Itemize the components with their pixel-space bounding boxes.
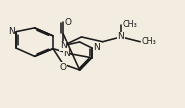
Text: N: N <box>93 43 100 52</box>
Text: N: N <box>8 27 15 36</box>
Text: O: O <box>60 63 67 72</box>
Text: N: N <box>60 41 66 50</box>
Text: O: O <box>64 17 71 27</box>
Text: CH₃: CH₃ <box>122 20 137 29</box>
Text: CH₃: CH₃ <box>142 37 157 46</box>
Text: N: N <box>118 32 124 41</box>
Text: N: N <box>63 49 70 58</box>
